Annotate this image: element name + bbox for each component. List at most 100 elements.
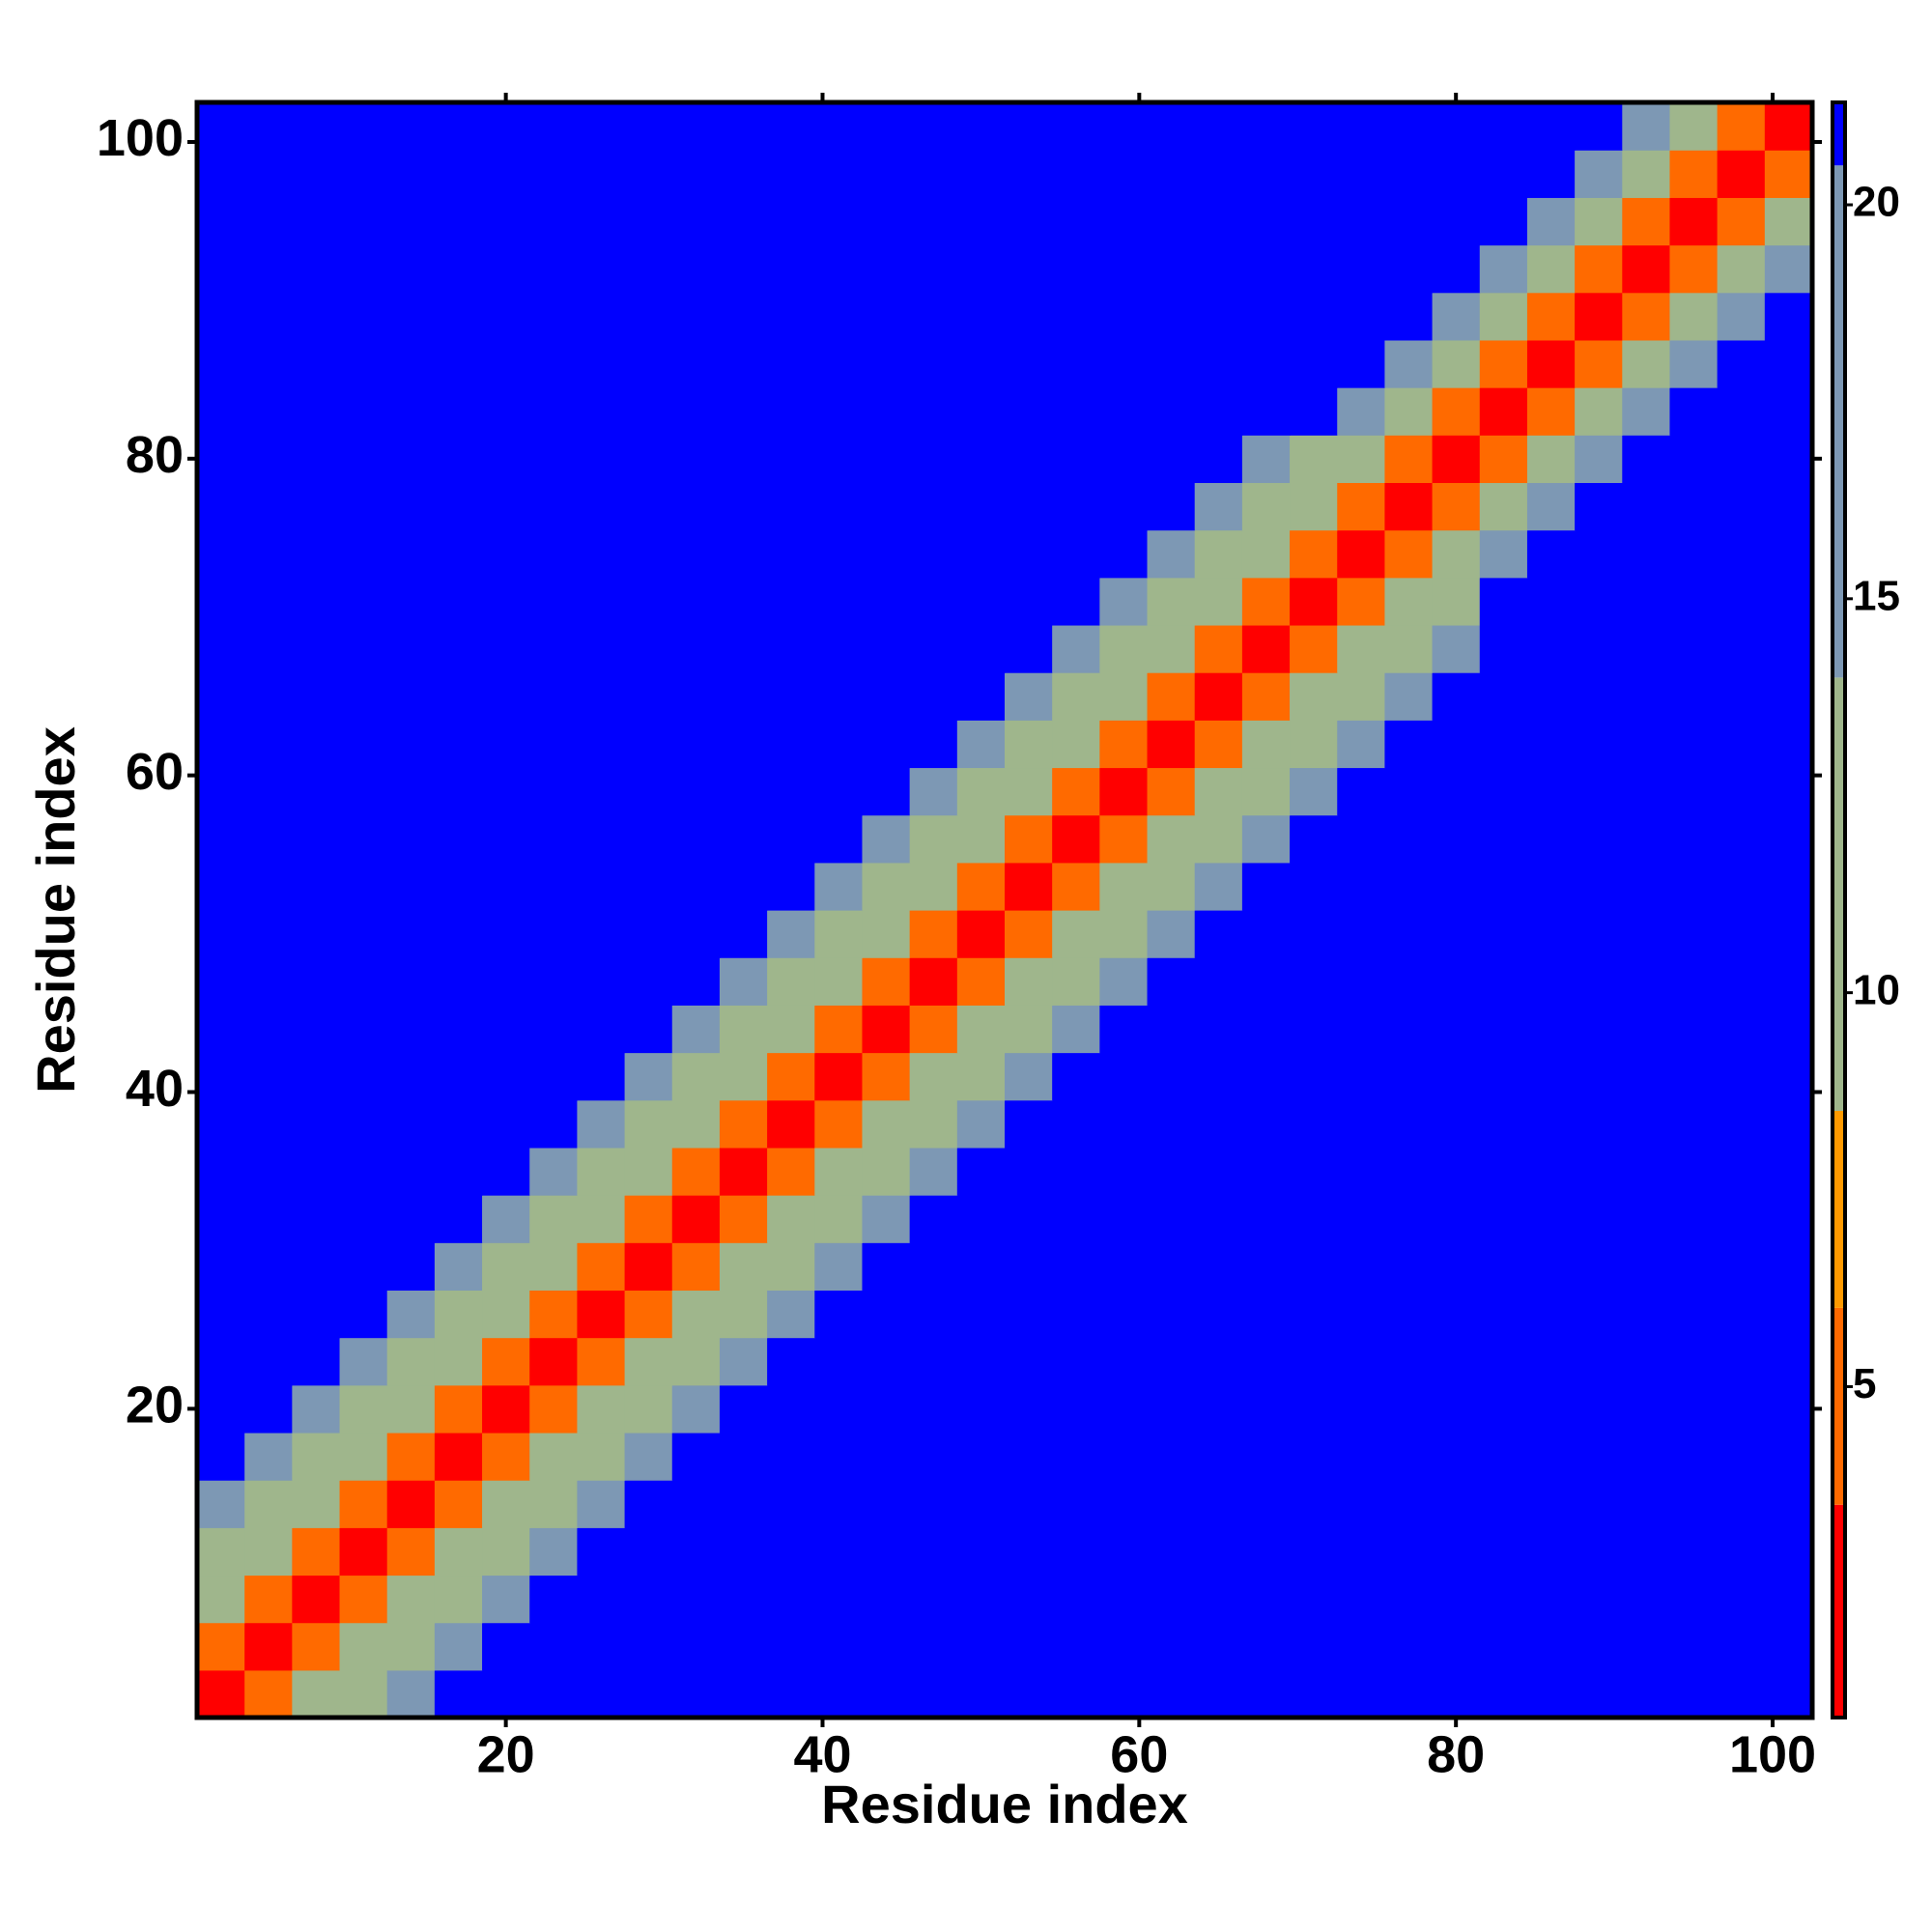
heatmap-cell	[719, 387, 768, 436]
heatmap-cell	[719, 1242, 768, 1292]
heatmap-cell	[339, 862, 388, 911]
heatmap-cell	[1147, 1384, 1196, 1434]
heatmap-cell	[719, 1527, 768, 1577]
heatmap-cell	[1622, 1195, 1671, 1243]
heatmap-cell	[197, 1575, 245, 1624]
heatmap-cell	[671, 102, 721, 151]
heatmap-cell	[1337, 672, 1386, 721]
heatmap-cell	[1290, 292, 1338, 341]
heatmap-cell	[862, 1527, 911, 1577]
heatmap-cell	[577, 1384, 626, 1434]
heatmap-cell	[1194, 292, 1243, 341]
heatmap-cell	[909, 292, 958, 341]
heatmap-cell	[767, 339, 815, 388]
heatmap-cell	[197, 1242, 245, 1292]
heatmap-cell	[482, 672, 530, 721]
heatmap-cell	[767, 720, 815, 769]
heatmap-cell	[1337, 624, 1386, 673]
heatmap-cell	[1052, 814, 1100, 864]
heatmap-cell	[529, 1384, 579, 1434]
heatmap-cell	[386, 197, 436, 246]
heatmap-cell	[1717, 862, 1766, 911]
heatmap-cell	[956, 1527, 1006, 1577]
heatmap-cell	[671, 1052, 721, 1101]
heatmap-cell	[1384, 1195, 1434, 1243]
heatmap-cell	[1575, 1432, 1623, 1481]
heatmap-cell	[1622, 767, 1671, 816]
heatmap-cell	[1479, 482, 1528, 531]
heatmap-cell	[339, 1099, 388, 1149]
heatmap-cell	[1194, 862, 1243, 911]
heatmap-cell	[577, 1290, 626, 1339]
heatmap-cell	[1764, 1432, 1813, 1481]
heatmap-cell	[671, 910, 721, 958]
heatmap-cell	[434, 1622, 483, 1671]
heatmap-cell	[671, 1337, 721, 1386]
heatmap-cell	[1669, 1242, 1719, 1292]
heatmap-cell	[1575, 720, 1623, 769]
heatmap-cell	[1194, 577, 1243, 626]
heatmap-cell	[197, 624, 245, 673]
heatmap-cell	[767, 624, 815, 673]
heatmap-cell	[386, 1575, 436, 1624]
heatmap-cell	[197, 720, 245, 769]
heatmap-cell	[1764, 577, 1813, 626]
heatmap-cell	[1432, 1622, 1481, 1671]
heatmap-cell	[1526, 1622, 1576, 1671]
heatmap-cell	[1622, 197, 1671, 246]
heatmap-cell	[1241, 102, 1291, 151]
heatmap-cell	[1717, 102, 1766, 151]
heatmap-cell	[1241, 1527, 1291, 1577]
heatmap-cell	[1052, 1005, 1100, 1054]
heatmap-cell	[862, 624, 911, 673]
heatmap-cell	[1241, 1242, 1291, 1292]
heatmap-cell	[292, 577, 341, 626]
colorbar-tick-label: 20	[1853, 179, 1900, 226]
heatmap-cell	[1005, 529, 1053, 579]
heatmap-cell	[1384, 529, 1434, 579]
heatmap-cell	[1147, 1622, 1196, 1671]
heatmap-cell	[624, 197, 673, 246]
heatmap-cell	[1717, 244, 1766, 294]
heatmap-cell	[1194, 1622, 1243, 1671]
heatmap-cell	[767, 529, 815, 579]
heatmap-cell	[1384, 244, 1434, 294]
heatmap-cell	[1005, 150, 1053, 198]
heatmap-cell	[577, 1480, 626, 1528]
heatmap-cell	[1005, 910, 1053, 958]
heatmap-cell	[1622, 529, 1671, 579]
heatmap-cell	[244, 482, 293, 531]
heatmap-cell	[862, 1432, 911, 1481]
heatmap-cell	[1526, 339, 1576, 388]
heatmap-cell	[529, 1622, 579, 1671]
heatmap-cell	[386, 577, 436, 626]
colorbar-frame	[1831, 100, 1847, 1719]
heatmap-cell	[624, 1669, 673, 1719]
heatmap-cell	[624, 1005, 673, 1054]
heatmap-cell	[767, 1290, 815, 1339]
heatmap-cell	[1717, 1575, 1766, 1624]
heatmap-cell	[909, 1242, 958, 1292]
heatmap-cell	[862, 1337, 911, 1386]
heatmap-cell	[292, 624, 341, 673]
heatmap-cell	[1432, 482, 1481, 531]
heatmap-cell	[1005, 1622, 1053, 1671]
heatmap-cell	[577, 1099, 626, 1149]
heatmap-cell	[1005, 1432, 1053, 1481]
heatmap-cell	[1337, 1384, 1386, 1434]
heatmap-cell	[1194, 720, 1243, 769]
heatmap-cell	[624, 1052, 673, 1101]
heatmap-cell	[1099, 720, 1149, 769]
heatmap-cell	[1099, 1195, 1149, 1243]
heatmap-cell	[1384, 1147, 1434, 1196]
heatmap-cell	[1194, 1575, 1243, 1624]
heatmap-cell	[956, 720, 1006, 769]
heatmap-cell	[1717, 1052, 1766, 1101]
heatmap-cell	[1575, 1290, 1623, 1339]
heatmap-cell	[909, 862, 958, 911]
heatmap-cell	[197, 1005, 245, 1054]
heatmap-cell	[1432, 1005, 1481, 1054]
heatmap-cell	[1147, 577, 1196, 626]
heatmap-cell	[1669, 244, 1719, 294]
heatmap-cell	[1052, 1099, 1100, 1149]
